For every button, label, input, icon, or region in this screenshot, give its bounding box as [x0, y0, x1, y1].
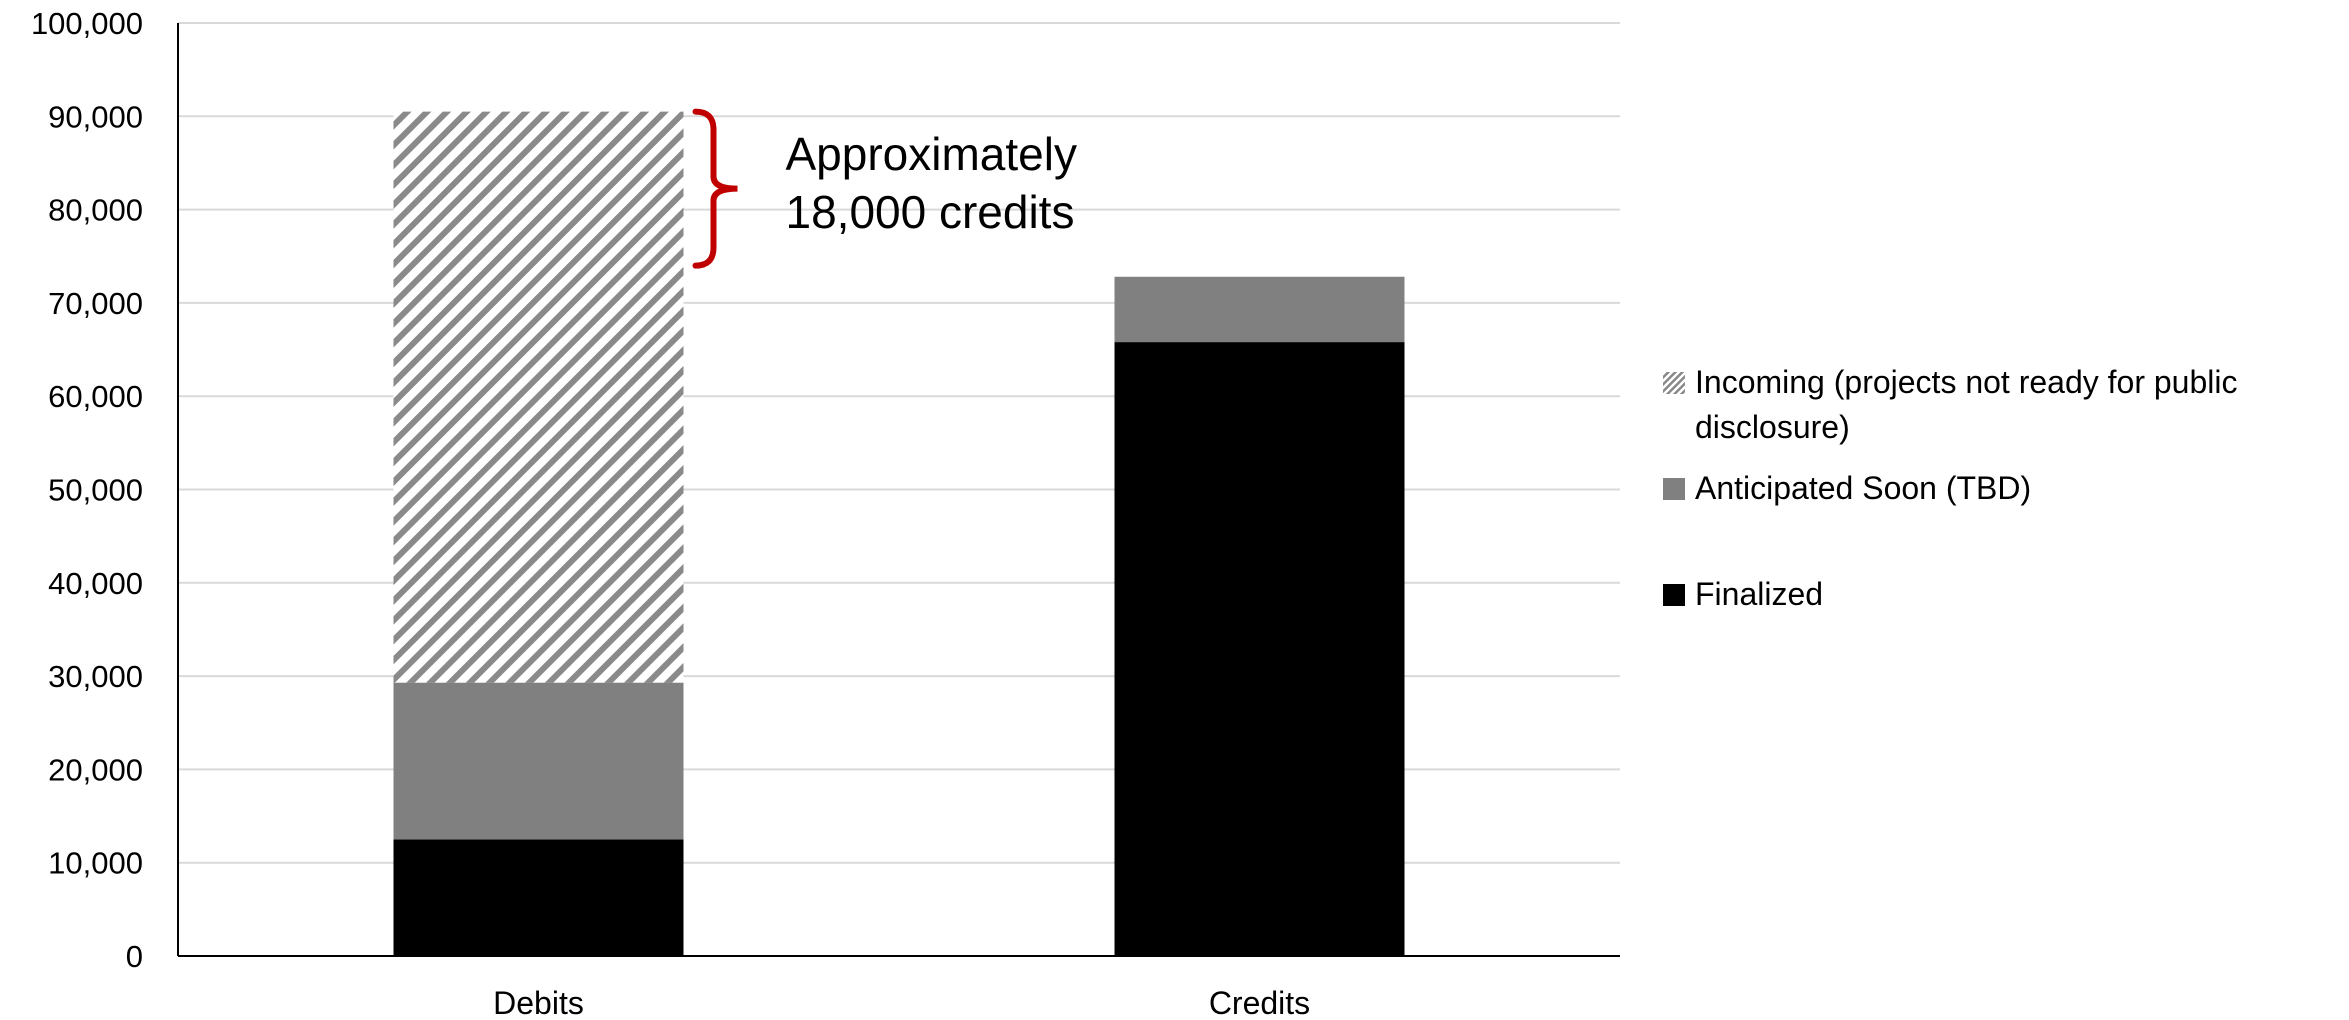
- y-tick-label-0: 0: [126, 939, 143, 974]
- annotation-bracket: [692, 108, 738, 269]
- annotation: Approximately 18,000 credits: [692, 108, 1077, 269]
- bar-debits-series-0: [393, 839, 684, 956]
- bar-debits-series-2: [393, 111, 684, 683]
- y-tick-label-7: 70,000: [48, 286, 143, 321]
- y-tick-labels: 0 10,000 20,000 30,000 40,000 50,000 60,000 70,…: [31, 6, 143, 974]
- y-tick-label-10: 100,000: [31, 6, 143, 41]
- y-tick-label-2: 20,000: [48, 752, 143, 787]
- legend-item-anticipated: Anticipated Soon (TBD): [1663, 466, 2323, 511]
- annotation-text-line-0: Approximately: [786, 128, 1077, 180]
- y-tick-label-8: 80,000: [48, 193, 143, 228]
- y-tick-label-3: 30,000: [48, 659, 143, 694]
- y-tick-label-1: 10,000: [48, 846, 143, 881]
- y-tick-label-5: 50,000: [48, 473, 143, 508]
- legend-swatch-finalized: [1663, 584, 1685, 606]
- axes: [177, 23, 1620, 957]
- legend-item-finalized: Finalized: [1663, 572, 2323, 617]
- x-tick-label-credits: Credits: [1209, 985, 1310, 1020]
- legend-swatch-anticipated: [1663, 478, 1685, 500]
- y-tick-label-4: 40,000: [48, 566, 143, 601]
- x-tick-label-debits: Debits: [493, 985, 584, 1020]
- bar-credits-series-1: [1114, 276, 1405, 343]
- bar-credits-series-0: [1114, 342, 1405, 956]
- y-tick-label-6: 60,000: [48, 379, 143, 414]
- legend: Incoming (projects not ready for public …: [1663, 360, 2323, 617]
- legend-label-anticipated: Anticipated Soon (TBD): [1695, 470, 2032, 506]
- legend-label-finalized: Finalized: [1695, 576, 1824, 612]
- bar-debits-series-1: [393, 682, 684, 840]
- legend-swatch-incoming: [1663, 372, 1685, 394]
- legend-item-incoming: Incoming (projects not ready for public …: [1663, 360, 2323, 450]
- annotation-text-line-1: 18,000 credits: [786, 186, 1075, 238]
- bars: [393, 111, 1405, 956]
- legend-label-incoming: Incoming (projects not ready for public …: [1695, 364, 2238, 445]
- y-tick-label-9: 90,000: [48, 99, 143, 134]
- x-tick-labels: Debits Credits: [493, 985, 1310, 1020]
